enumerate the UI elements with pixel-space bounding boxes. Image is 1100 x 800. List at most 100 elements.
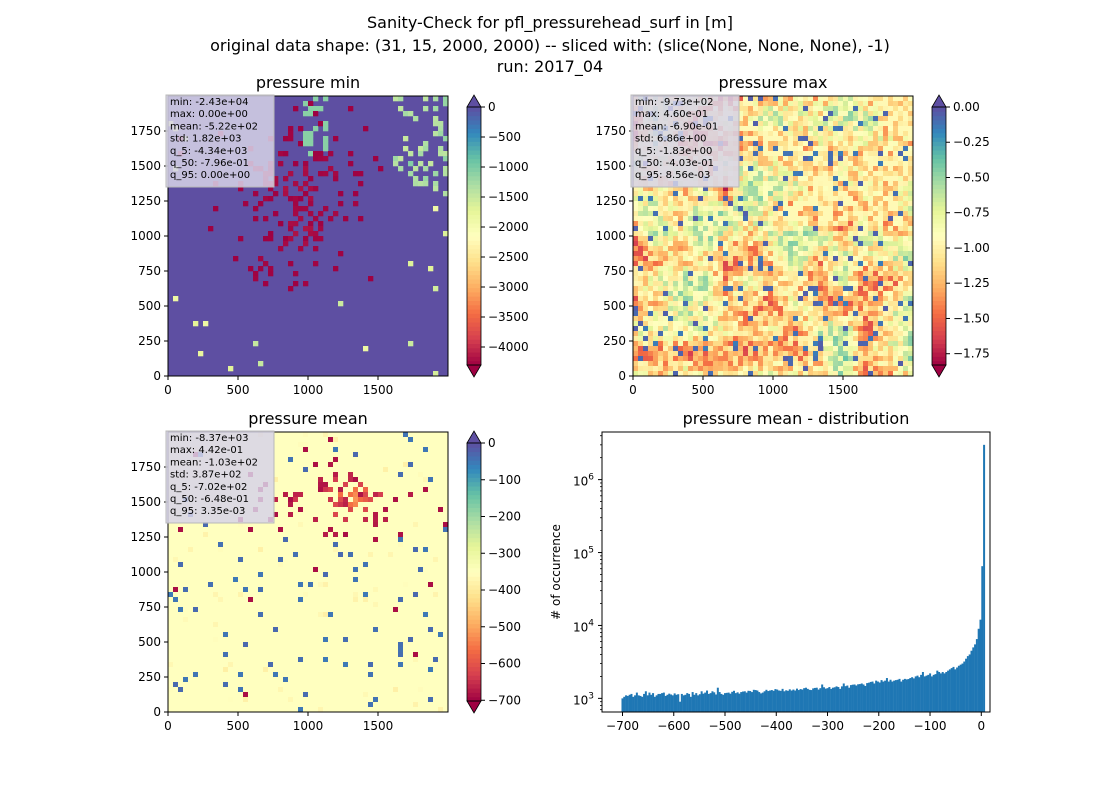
pressure_mean-heatmap-cell bbox=[178, 627, 184, 633]
pressure_max-heatmap-cell bbox=[793, 96, 799, 102]
pressure_max-heatmap-cell bbox=[848, 106, 854, 112]
pressure_max-heatmap-cell bbox=[738, 151, 744, 157]
pressure_max-heatmap-cell bbox=[838, 236, 844, 242]
pressure_max-heatmap-cell bbox=[693, 306, 699, 312]
pressure_mean-heatmap-cell bbox=[203, 652, 209, 658]
pressure_max-heatmap-cell bbox=[658, 261, 664, 267]
pressure_max-heatmap-cell bbox=[703, 331, 709, 337]
pressure_max-heatmap-cell bbox=[833, 371, 839, 377]
pressure_min-heatmap-cell bbox=[438, 146, 444, 152]
pressure_max-heatmap-cell bbox=[843, 206, 849, 212]
pressure_max-heatmap-cell bbox=[683, 321, 689, 327]
pressure_max-heatmap-cell bbox=[803, 166, 809, 172]
pressure_mean-heatmap-cell bbox=[263, 622, 269, 628]
pressure_mean-heatmap-cell bbox=[258, 602, 264, 608]
pressure_max-heatmap-cell bbox=[733, 301, 739, 307]
pressure_max-heatmap-cell bbox=[768, 331, 774, 337]
pressure_max-heatmap-cell bbox=[763, 321, 769, 327]
pressure_mean-heatmap-cell bbox=[233, 552, 239, 558]
pressure_mean-heatmap-cell bbox=[188, 632, 194, 638]
pressure_min-colorbar-segment bbox=[467, 236, 481, 241]
pressure_max-heatmap-cell bbox=[898, 151, 904, 157]
pressure_min-heatmap-cell bbox=[278, 151, 284, 157]
pressure_mean-heatmap-cell bbox=[243, 667, 249, 673]
pressure_min-heatmap-cell bbox=[443, 101, 449, 107]
pressure_max-heatmap-cell bbox=[768, 351, 774, 357]
pressure_max-heatmap-cell bbox=[813, 296, 819, 302]
pressure_mean-heatmap-cell bbox=[293, 447, 299, 453]
pressure_max-heatmap-cell bbox=[803, 281, 809, 287]
pressure_min-colorbar-segment bbox=[467, 352, 481, 357]
pressure_max-heatmap-cell bbox=[723, 296, 729, 302]
pressure_max-heatmap-cell bbox=[718, 266, 724, 272]
pressure_mean-heatmap-cell bbox=[183, 667, 189, 673]
pressure_mean-heatmap-cell bbox=[168, 527, 174, 533]
pressure_max-heatmap-cell bbox=[863, 371, 869, 377]
pressure_mean-heatmap-cell bbox=[213, 692, 219, 698]
pressure_max-heatmap-cell bbox=[803, 331, 809, 337]
pressure_max-heatmap-cell bbox=[853, 221, 859, 227]
pressure_max-heatmap-cell bbox=[873, 256, 879, 262]
pressure_max-heatmap-cell bbox=[853, 356, 859, 362]
pressure_max-heatmap-cell bbox=[808, 256, 814, 262]
pressure_max-heatmap-cell bbox=[813, 301, 819, 307]
pressure_mean-heatmap-cell bbox=[273, 437, 279, 443]
pressure_max-heatmap-cell bbox=[818, 146, 824, 152]
pressure_max-heatmap-cell bbox=[803, 181, 809, 187]
pressure_mean-heatmap-cell bbox=[193, 522, 199, 528]
pressure_max-heatmap-cell bbox=[898, 121, 904, 127]
pressure_mean-heatmap-cell bbox=[198, 692, 204, 698]
pressure_max-heatmap-cell bbox=[813, 121, 819, 127]
pressure_min-heatmap-cell bbox=[298, 246, 304, 252]
pressure_max-heatmap-cell bbox=[828, 261, 834, 267]
pressure_min-stats-line: mean: -5.22e+02 bbox=[170, 121, 258, 132]
pressure_min-colorbar-segment bbox=[467, 287, 481, 293]
pressure_mean-heatmap-cell bbox=[258, 552, 264, 558]
pressure_min-heatmap-cell bbox=[288, 131, 294, 137]
pressure_max-heatmap-cell bbox=[883, 266, 889, 272]
pressure_max-colorbar-frame bbox=[931, 106, 947, 366]
pressure_max-heatmap-cell bbox=[638, 211, 644, 217]
pressure_min-heatmap-cell bbox=[268, 186, 274, 192]
pressure_max-heatmap-cell bbox=[843, 136, 849, 142]
pressure_mean-heatmap-cell bbox=[248, 577, 254, 583]
pressure_mean-heatmap-cell bbox=[233, 547, 239, 553]
pressure_max-heatmap-cell bbox=[773, 116, 779, 122]
pressure_max-heatmap-cell bbox=[833, 211, 839, 217]
pressure_mean-heatmap-cell bbox=[213, 522, 219, 528]
pressure_max-heatmap-cell bbox=[713, 201, 719, 207]
pressure_mean-heatmap-cell bbox=[228, 702, 234, 708]
pressure_mean-heatmap-cell bbox=[243, 572, 249, 578]
pressure_min-heatmap-cell bbox=[433, 286, 439, 292]
pressure_max-heatmap-cell bbox=[798, 326, 804, 332]
pressure_max-heatmap-cell bbox=[883, 156, 889, 162]
pressure_max-heatmap-cell bbox=[768, 346, 774, 352]
pressure_mean-heatmap-cell bbox=[283, 647, 289, 653]
pressure_max-heatmap-cell bbox=[808, 331, 814, 337]
pressure_max-heatmap-cell bbox=[783, 356, 789, 362]
pressure_mean-heatmap-cell bbox=[213, 637, 219, 643]
pressure_mean-heatmap-cell bbox=[183, 552, 189, 558]
pressure_mean-heatmap-cell bbox=[268, 547, 274, 553]
pressure_max-heatmap-cell bbox=[763, 161, 769, 167]
pressure_max-heatmap-cell bbox=[763, 96, 769, 102]
pressure_min-heatmap-cell bbox=[438, 151, 444, 157]
pressure_max-heatmap-cell bbox=[728, 276, 734, 282]
pressure_max-heatmap-cell bbox=[878, 311, 884, 317]
pressure_mean-heatmap-cell bbox=[283, 552, 289, 558]
pressure_mean-heatmap-cell bbox=[233, 602, 239, 608]
pressure_max-heatmap-cell bbox=[903, 281, 909, 287]
pressure_mean-heatmap-cell bbox=[268, 622, 274, 628]
pressure_min-heatmap-cell bbox=[423, 176, 429, 182]
pressure_max-heatmap-cell bbox=[848, 166, 854, 172]
pressure_max-heatmap-cell bbox=[633, 261, 639, 267]
pressure_max-heatmap-cell bbox=[803, 96, 809, 102]
pressure_max-heatmap-cell bbox=[748, 156, 754, 162]
pressure_max-heatmap-cell bbox=[878, 291, 884, 297]
pressure_max-heatmap-cell bbox=[883, 291, 889, 297]
pressure_max-heatmap-cell bbox=[828, 336, 834, 342]
pressure_mean-heatmap-cell bbox=[218, 627, 224, 633]
pressure_mean-heatmap-cell bbox=[173, 537, 179, 543]
pressure_max-heatmap-cell bbox=[843, 176, 849, 182]
pressure_max-heatmap-cell bbox=[873, 371, 879, 377]
